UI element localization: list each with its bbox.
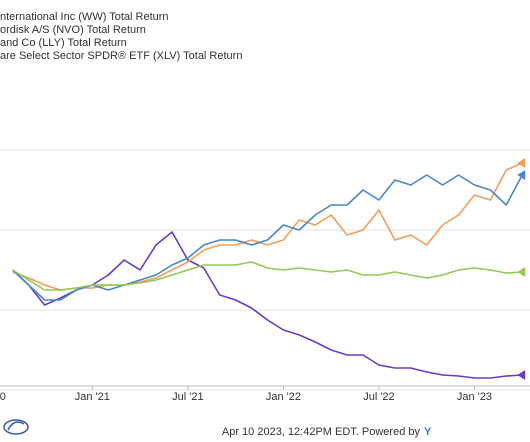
legend-label: nternational Inc (WW) Total Return xyxy=(0,11,169,23)
series-line xyxy=(12,174,523,301)
footer-brand: Y xyxy=(424,426,432,438)
x-tick-label: Jan '22 xyxy=(266,391,301,403)
end-marker xyxy=(517,170,526,180)
legend-label: and Co (LLY) Total Return xyxy=(0,37,127,49)
end-marker xyxy=(517,267,526,277)
legend-label: ordisk A/S (NVO) Total Return xyxy=(0,24,146,36)
end-marker xyxy=(517,158,526,168)
x-tick-label: 20 xyxy=(0,391,6,403)
x-tick-label: Jan '23 xyxy=(457,391,492,403)
legend: nternational Inc (WW) Total Returnordisk… xyxy=(0,11,242,62)
x-tick-label: Jul '22 xyxy=(363,391,394,403)
end-marker xyxy=(517,370,526,380)
logo xyxy=(3,419,29,435)
series-line xyxy=(12,162,523,291)
plot-area xyxy=(12,158,526,380)
legend-label: are Select Sector SPDR® ETF (XLV) Total … xyxy=(0,50,242,62)
footer-text: Apr 10 2023, 12:42PM EDT. Powered by xyxy=(222,426,421,438)
grid xyxy=(0,149,530,391)
series-line xyxy=(12,261,523,291)
series-line xyxy=(12,231,523,379)
x-tick-label: Jan '21 xyxy=(75,391,110,403)
x-tick-label: Jul '21 xyxy=(172,391,203,403)
